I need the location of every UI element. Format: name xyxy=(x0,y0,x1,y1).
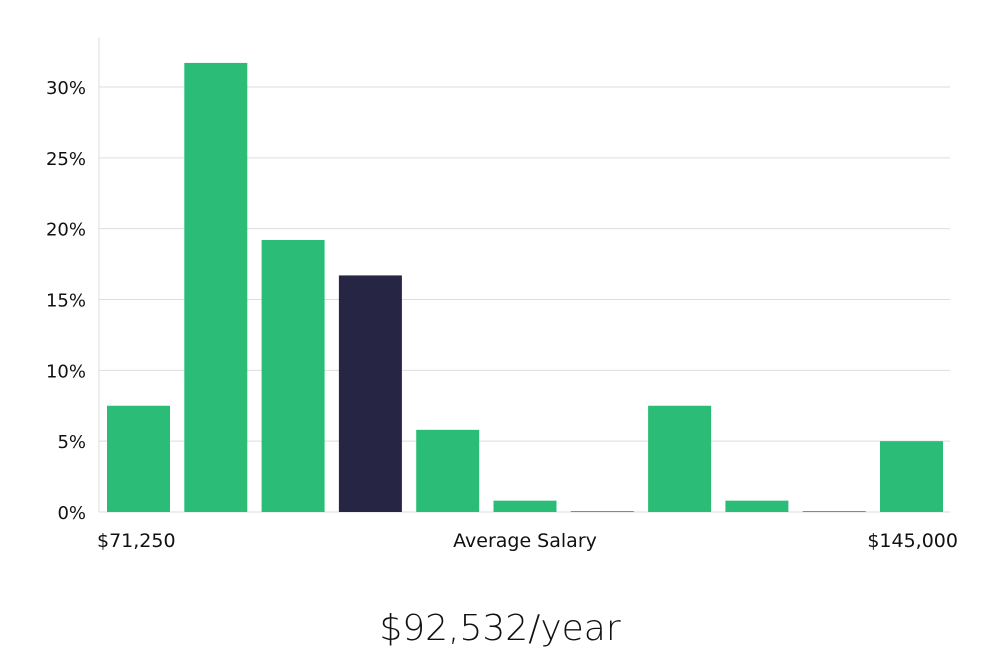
y-tick-label: 25% xyxy=(46,149,86,170)
y-tick-label: 0% xyxy=(57,503,86,524)
bar xyxy=(107,405,170,512)
salary-histogram: 0% 5% 10% 15% 20% 25% 30% xyxy=(46,37,950,524)
bar xyxy=(570,511,634,512)
average-salary-value: $92,532/year xyxy=(379,608,621,649)
y-tick-label: 30% xyxy=(46,78,86,99)
y-tick-label: 15% xyxy=(46,291,86,312)
bar xyxy=(880,441,943,512)
y-tick-label: 5% xyxy=(57,432,86,453)
bar xyxy=(648,405,712,512)
bar xyxy=(493,500,557,512)
bar xyxy=(184,62,248,513)
bar xyxy=(416,429,480,512)
x-min-label: $71,250 xyxy=(97,530,176,552)
y-tick-label: 10% xyxy=(46,361,86,382)
y-axis: 0% 5% 10% 15% 20% 25% 30% xyxy=(46,37,100,524)
bar-highlighted xyxy=(338,275,402,512)
y-tick-label: 20% xyxy=(46,220,86,241)
x-axis-title: Average Salary xyxy=(453,530,597,552)
bar xyxy=(261,240,325,512)
bars xyxy=(107,62,943,513)
bar xyxy=(725,500,789,512)
x-max-label: $145,000 xyxy=(867,530,958,552)
bar xyxy=(802,511,866,512)
